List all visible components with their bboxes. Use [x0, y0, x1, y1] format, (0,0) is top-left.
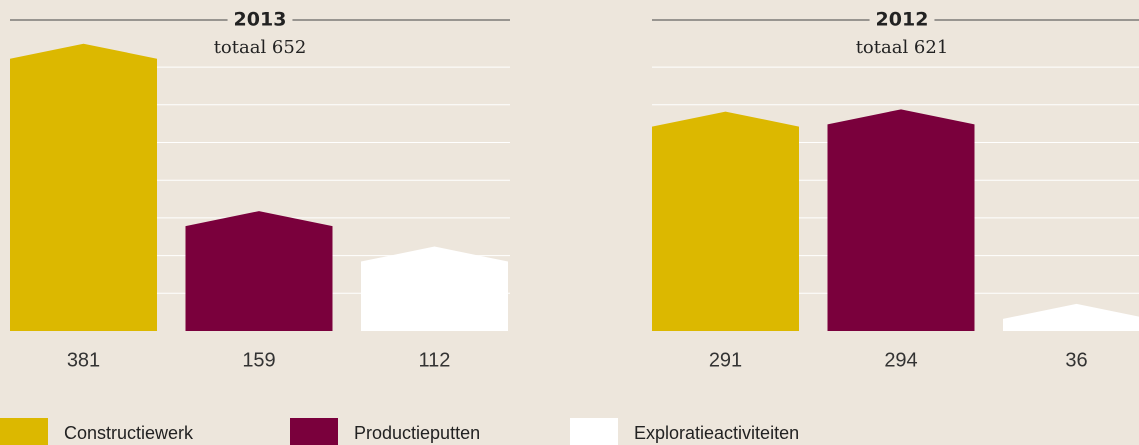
legend-swatch [290, 418, 338, 445]
value-label: 294 [884, 349, 917, 371]
bar [10, 43, 157, 331]
bar [1003, 303, 1139, 331]
bar [652, 111, 799, 331]
legend-label: Constructiewerk [64, 423, 194, 443]
legend-swatch [570, 418, 618, 445]
chart-subtitle: totaal 652 [214, 37, 307, 58]
value-label: 159 [242, 349, 275, 371]
value-label: 36 [1065, 349, 1087, 371]
bar [185, 211, 333, 331]
bar [361, 246, 508, 331]
legend-label: Productieputten [354, 423, 480, 443]
chart-subtitle: totaal 621 [856, 37, 949, 58]
chart-title: 2013 [234, 9, 287, 31]
value-label: 112 [419, 349, 451, 371]
value-label: 381 [67, 349, 100, 371]
chart-title: 2012 [876, 9, 929, 31]
legend-swatch [0, 418, 48, 445]
value-label: 291 [709, 349, 742, 371]
bar [827, 109, 975, 331]
legend-label: Exploratieactiviteiten [634, 423, 799, 443]
